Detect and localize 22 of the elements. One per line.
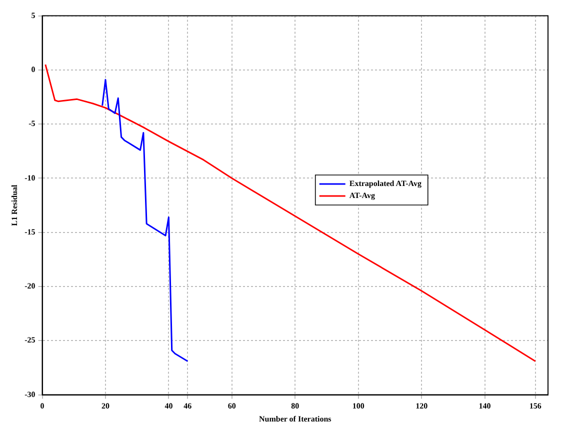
- y-tick-label: -25: [24, 336, 36, 345]
- x-tick-label: 40: [164, 402, 173, 411]
- x-tick-label: 20: [101, 402, 110, 411]
- y-tick-label: 0: [31, 65, 36, 74]
- legend-label: AT-Avg: [349, 191, 375, 200]
- x-tick-label: 60: [228, 402, 236, 411]
- x-tick-label: 156: [529, 402, 542, 411]
- y-tick-label: -10: [24, 173, 36, 182]
- y-tick-label: 5: [31, 10, 36, 20]
- x-tick-label: 80: [291, 402, 300, 411]
- y-axis-title: L1 Residual: [10, 184, 19, 226]
- x-tick-label: 140: [478, 402, 491, 411]
- x-tick-label: 46: [184, 402, 192, 411]
- y-tick-label: -5: [28, 119, 36, 128]
- x-axis-title: Number of Iterations: [258, 414, 332, 424]
- y-tick-label: -30: [24, 390, 36, 399]
- y-tick-label: -20: [24, 282, 36, 291]
- y-tick-label: -15: [24, 227, 36, 236]
- x-tick-label: 0: [40, 402, 44, 411]
- x-tick-label: 100: [352, 402, 364, 411]
- x-tick-label: 120: [416, 402, 428, 411]
- legend-label: Extrapolated AT-Avg: [349, 179, 422, 188]
